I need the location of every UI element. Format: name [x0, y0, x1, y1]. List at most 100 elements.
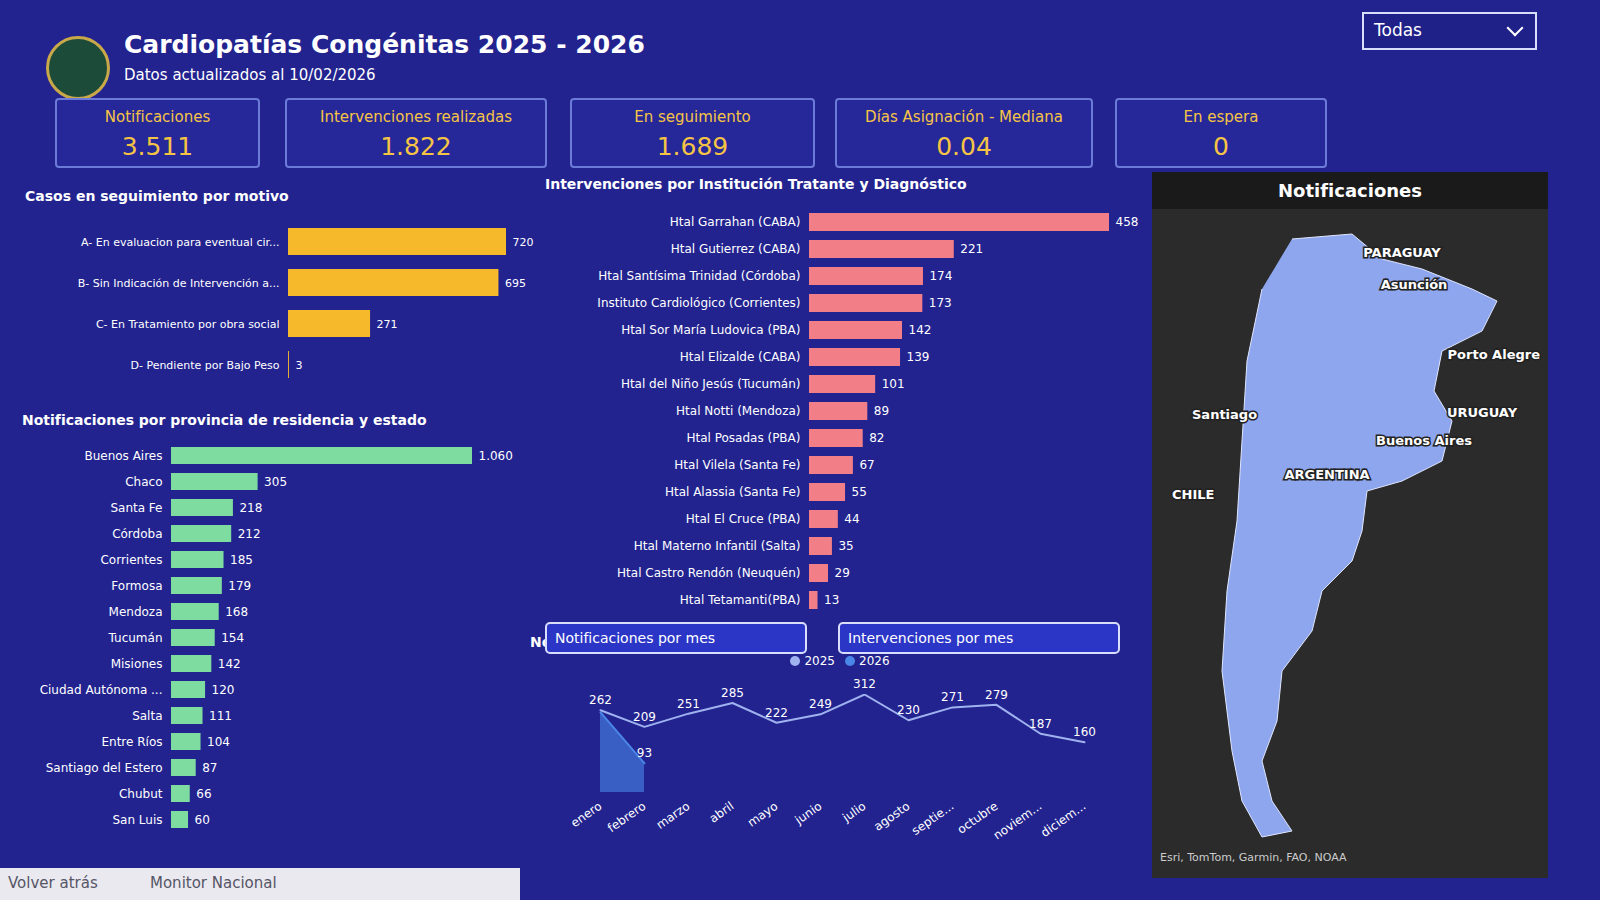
svg-text:URUGUAY: URUGUAY: [1447, 405, 1518, 420]
svg-text:82: 82: [869, 431, 884, 445]
svg-text:230: 230: [897, 703, 920, 717]
svg-text:San Luis: San Luis: [112, 813, 162, 827]
svg-text:55: 55: [852, 485, 867, 499]
svg-text:67: 67: [859, 458, 874, 472]
svg-text:julio: julio: [839, 799, 868, 825]
svg-text:3: 3: [295, 359, 302, 372]
svg-text:160: 160: [1073, 725, 1096, 739]
svg-text:66: 66: [196, 787, 211, 801]
svg-text:Córdoba: Córdoba: [112, 527, 162, 541]
svg-text:Misiones: Misiones: [111, 657, 163, 671]
svg-text:120: 120: [212, 683, 235, 697]
svg-text:89: 89: [874, 404, 889, 418]
svg-text:D- Pendiente por Bajo Peso: D- Pendiente por Bajo Peso: [130, 359, 279, 372]
svg-text:187: 187: [1029, 717, 1052, 731]
svg-text:185: 185: [230, 553, 253, 567]
svg-text:mayo: mayo: [745, 799, 780, 830]
svg-text:Formosa: Formosa: [111, 579, 162, 593]
svg-text:Santiago del Estero: Santiago del Estero: [46, 761, 163, 775]
svg-text:Esri, TomTom, Garmin, FAO, NOA: Esri, TomTom, Garmin, FAO, NOAA: [1160, 851, 1347, 864]
svg-text:Porto Alegre: Porto Alegre: [1448, 347, 1541, 362]
svg-text:221: 221: [960, 242, 983, 256]
svg-text:febrero: febrero: [605, 799, 648, 835]
svg-text:Htal Santísima Trinidad (Córdo: Htal Santísima Trinidad (Córdoba): [598, 269, 800, 283]
svg-text:Chaco: Chaco: [125, 475, 162, 489]
svg-text:104: 104: [207, 735, 230, 749]
svg-text:179: 179: [228, 579, 251, 593]
svg-text:720: 720: [513, 236, 534, 249]
svg-text:Htal del Niño Jesús (Tucumán): Htal del Niño Jesús (Tucumán): [621, 377, 801, 391]
svg-text:C- En Tratamiento por obra soc: C- En Tratamiento por obra social: [96, 318, 280, 331]
svg-text:agosto: agosto: [871, 799, 912, 834]
svg-text:174: 174: [929, 269, 952, 283]
svg-text:271: 271: [377, 318, 398, 331]
svg-text:Htal Garrahan (CABA): Htal Garrahan (CABA): [670, 215, 801, 229]
svg-text:Buenos Aires: Buenos Aires: [1376, 433, 1472, 448]
svg-text:312: 312: [853, 677, 876, 691]
svg-text:142: 142: [909, 323, 932, 337]
svg-text:Htal Vilela (Santa Fe): Htal Vilela (Santa Fe): [674, 458, 800, 472]
svg-text:noviem...: noviem...: [991, 799, 1045, 843]
svg-text:CHILE: CHILE: [1172, 487, 1214, 502]
svg-text:695: 695: [505, 277, 526, 290]
svg-text:abril: abril: [707, 799, 737, 826]
svg-text:Corrientes: Corrientes: [100, 553, 162, 567]
svg-text:Santiago: Santiago: [1192, 407, 1257, 422]
svg-text:Asunción: Asunción: [1381, 277, 1448, 292]
svg-text:249: 249: [809, 697, 832, 711]
svg-text:93: 93: [637, 746, 652, 760]
svg-text:60: 60: [195, 813, 210, 827]
svg-text:diciem...: diciem...: [1038, 799, 1088, 840]
svg-text:271: 271: [941, 690, 964, 704]
svg-text:87: 87: [202, 761, 217, 775]
svg-text:Chubut: Chubut: [119, 787, 163, 801]
svg-text:101: 101: [882, 377, 905, 391]
svg-text:Instituto Cardiológico (Corrie: Instituto Cardiológico (Corrientes): [597, 296, 800, 310]
svg-text:Tucumán: Tucumán: [108, 631, 163, 645]
svg-text:111: 111: [209, 709, 232, 723]
svg-text:285: 285: [721, 686, 744, 700]
svg-text:154: 154: [221, 631, 244, 645]
svg-text:Htal Tetamanti(PBA): Htal Tetamanti(PBA): [680, 593, 801, 607]
svg-text:279: 279: [985, 688, 1008, 702]
svg-text:ARGENTINA: ARGENTINA: [1284, 467, 1369, 482]
svg-text:Htal Gutierrez (CABA): Htal Gutierrez (CABA): [671, 242, 801, 256]
svg-text:Htal Castro Rendón (Neuquén): Htal Castro Rendón (Neuquén): [617, 566, 800, 580]
svg-text:Salta: Salta: [132, 709, 162, 723]
svg-text:1.060: 1.060: [479, 449, 513, 463]
svg-text:35: 35: [838, 539, 853, 553]
svg-text:262: 262: [589, 693, 612, 707]
svg-text:251: 251: [677, 697, 700, 711]
svg-text:Htal Posadas (PBA): Htal Posadas (PBA): [686, 431, 800, 445]
svg-text:Htal Materno Infantil (Salta): Htal Materno Infantil (Salta): [634, 539, 801, 553]
svg-text:enero: enero: [568, 799, 604, 830]
svg-text:168: 168: [225, 605, 248, 619]
svg-text:septie...: septie...: [909, 799, 956, 838]
svg-text:Htal El Cruce (PBA): Htal El Cruce (PBA): [686, 512, 801, 526]
svg-text:212: 212: [238, 527, 261, 541]
svg-text:Htal Notti (Mendoza): Htal Notti (Mendoza): [676, 404, 800, 418]
svg-text:A- En evaluacion para eventual: A- En evaluacion para eventual cir...: [81, 236, 279, 249]
svg-text:marzo: marzo: [654, 799, 693, 832]
svg-text:Buenos Aires: Buenos Aires: [84, 449, 162, 463]
svg-text:218: 218: [239, 501, 262, 515]
svg-text:173: 173: [929, 296, 952, 310]
svg-text:142: 142: [218, 657, 241, 671]
svg-text:Ciudad Autónoma ...: Ciudad Autónoma ...: [40, 683, 163, 697]
svg-text:13: 13: [824, 593, 839, 607]
svg-text:junio: junio: [792, 799, 825, 828]
svg-text:209: 209: [633, 710, 656, 724]
svg-text:Santa Fe: Santa Fe: [110, 501, 162, 515]
svg-text:Htal Sor María Ludovica (PBA): Htal Sor María Ludovica (PBA): [621, 323, 800, 337]
svg-text:305: 305: [264, 475, 287, 489]
svg-text:Mendoza: Mendoza: [109, 605, 163, 619]
svg-text:B- Sin Indicación de Intervenc: B- Sin Indicación de Intervención a...: [78, 277, 280, 290]
svg-text:Entre Ríos: Entre Ríos: [101, 735, 162, 749]
svg-text:44: 44: [844, 512, 859, 526]
svg-text:458: 458: [1116, 215, 1139, 229]
svg-text:Htal Alassia (Santa Fe): Htal Alassia (Santa Fe): [665, 485, 801, 499]
svg-text:139: 139: [907, 350, 930, 364]
svg-text:Htal Elizalde (CABA): Htal Elizalde (CABA): [680, 350, 801, 364]
svg-text:29: 29: [834, 566, 849, 580]
svg-text:222: 222: [765, 706, 788, 720]
